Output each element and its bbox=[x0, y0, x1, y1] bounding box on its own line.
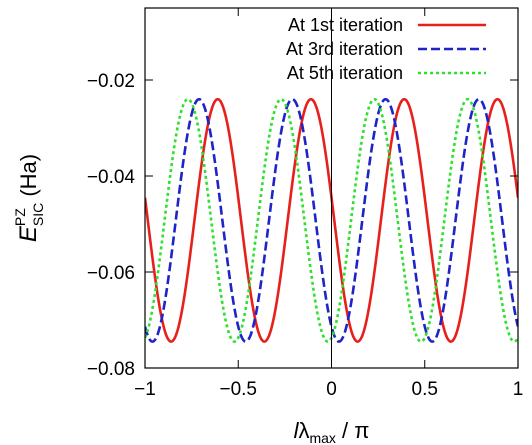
legend-label: At 5th iteration bbox=[287, 63, 403, 83]
x-tick-label: −0.5 bbox=[219, 379, 257, 400]
ticks-layer: −1 −0.5 0 0.5 1 −0.08 −0.06 −0.04 −0.02 bbox=[87, 8, 523, 400]
x-tick-label: 0 bbox=[326, 379, 337, 400]
x-axis-label-subscript: max bbox=[309, 430, 335, 445]
y-tick-label: −0.02 bbox=[87, 71, 135, 92]
legend-label: At 3rd iteration bbox=[286, 39, 403, 59]
series-line-2 bbox=[145, 97, 518, 343]
y-tick-label: −0.08 bbox=[87, 359, 135, 380]
x-tick-label: 0.5 bbox=[412, 379, 438, 400]
y-axis-label-unit: (Ha) bbox=[16, 154, 41, 203]
x-tick-label: −1 bbox=[134, 379, 156, 400]
x-axis-label-symbol: λ bbox=[298, 418, 309, 443]
x-axis-label-suffix: / π bbox=[336, 418, 370, 443]
x-tick-label: 1 bbox=[513, 379, 524, 400]
y-tick-label: −0.04 bbox=[87, 167, 136, 188]
y-axis-label-subscript: SIC bbox=[30, 203, 46, 226]
x-axis-label: lλmax / π bbox=[294, 418, 370, 445]
legend: At 1st iteration At 3rd iteration At 5th i… bbox=[286, 15, 486, 83]
y-axis-label-symbol: E bbox=[15, 225, 42, 242]
y-tick-label: −0.06 bbox=[87, 263, 135, 284]
y-axis-label-superscript: PZ bbox=[12, 208, 28, 226]
y-axis-label: EPZ SIC (Ha) bbox=[12, 154, 46, 242]
x-axis-label-prefix: l bbox=[294, 418, 300, 443]
legend-label: At 1st iteration bbox=[288, 15, 403, 35]
